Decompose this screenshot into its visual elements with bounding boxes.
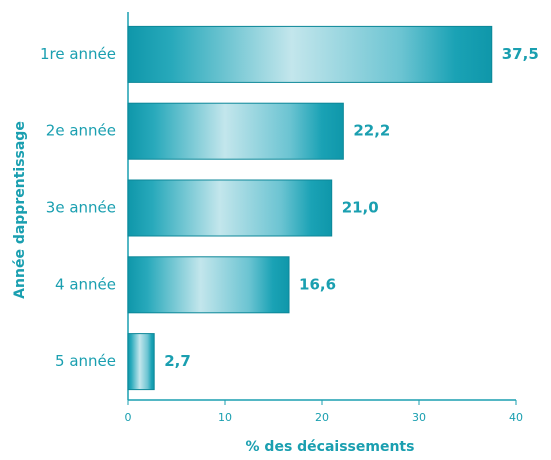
value-label: 21,0 [342,199,379,217]
value-label: 16,6 [299,275,336,293]
bar [127,25,493,83]
bar [127,333,155,391]
x-tick-label: 20 [315,411,329,424]
y-tick-label: 1re année [40,45,116,63]
bar [127,179,333,237]
value-label: 22,2 [353,122,390,140]
bar [127,256,290,314]
x-tick-label: 10 [218,411,232,424]
y-tick-label: 5 année [55,352,116,370]
y-tick-label: 3e année [46,199,116,217]
x-tick-label: 40 [509,411,523,424]
x-axis-label: % des décaissements [246,439,415,455]
x-tick-label: 0 [125,411,132,424]
x-tick-label: 30 [412,411,426,424]
y-axis-label: Année dapprentissage [12,121,28,299]
value-label: 37,5 [502,45,539,63]
y-tick-label: 4 année [55,275,116,293]
value-label: 2,7 [164,352,191,370]
y-tick-label: 2e année [46,122,116,140]
bar [127,102,344,160]
